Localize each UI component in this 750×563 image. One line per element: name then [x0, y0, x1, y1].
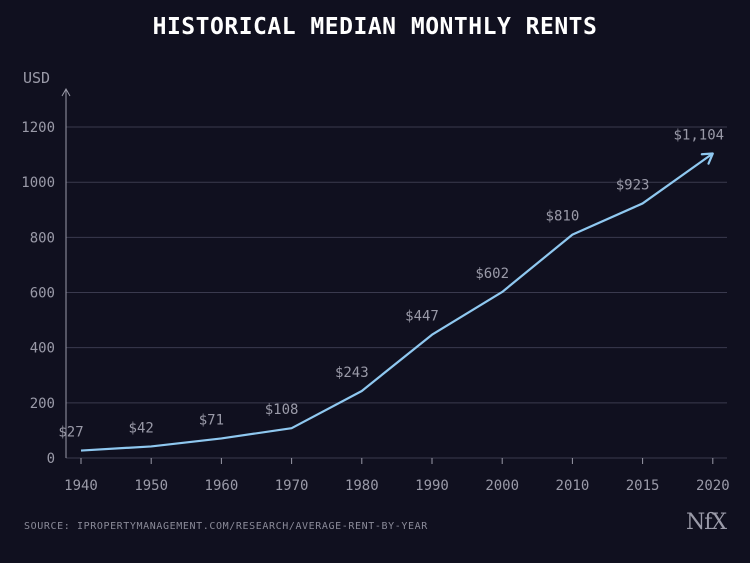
data-label: $1,104: [674, 128, 725, 144]
brand-logo: NfX: [685, 510, 727, 535]
series-line-path: [80, 152, 714, 452]
x-tick-label: 1970: [275, 478, 309, 494]
y-tick-label: 1000: [21, 175, 55, 191]
data-label: $602: [475, 266, 509, 282]
x-tick-label: 1960: [205, 478, 239, 494]
data-label: $27: [58, 425, 83, 441]
grid-lines: [66, 126, 727, 459]
series-line: [80, 152, 714, 452]
x-tick-labels: 1940 1950 1960 1970 1980 1990 2000 2010 2015 2020: [64, 478, 730, 494]
x-tick-label: 1980: [345, 478, 379, 494]
y-tick-label: 200: [30, 396, 55, 412]
y-tick-label: 800: [30, 230, 55, 246]
y-tick-label: 1200: [21, 120, 55, 136]
data-label: $42: [129, 420, 154, 436]
data-label: $447: [405, 309, 439, 325]
data-label: $108: [265, 402, 299, 418]
data-label: $923: [616, 177, 650, 193]
data-labels: $27 $42 $71 $108 $243 $447 $602 $810 $923 $1,104: [58, 128, 724, 441]
x-tick-label: 2000: [485, 478, 519, 494]
x-tick-label: 1990: [415, 478, 449, 494]
y-tick-label: 600: [30, 286, 55, 302]
data-label: $243: [335, 365, 369, 381]
y-axis-arrow: [61, 87, 71, 97]
axes: [61, 87, 714, 464]
data-label: $810: [546, 209, 580, 225]
series-end-arrow: [700, 152, 714, 165]
x-tick-label: 2015: [626, 478, 660, 494]
x-tick-label: 1940: [64, 478, 98, 494]
x-tick-label: 2020: [696, 478, 730, 494]
y-tick-label: 400: [30, 341, 55, 357]
y-tick-labels: 0 200 400 600 800 1000 1200: [21, 120, 55, 467]
y-tick-label: 0: [47, 451, 55, 467]
data-label: $71: [199, 412, 224, 428]
source-note: SOURCE: IPROPERTYMANAGEMENT.COM/RESEARCH…: [24, 521, 428, 532]
chart-title: HISTORICAL MEDIAN MONTHLY RENTS: [152, 14, 598, 40]
x-tick-label: 1950: [134, 478, 168, 494]
y-axis-label: USD: [23, 69, 50, 87]
x-tick-label: 2010: [556, 478, 590, 494]
